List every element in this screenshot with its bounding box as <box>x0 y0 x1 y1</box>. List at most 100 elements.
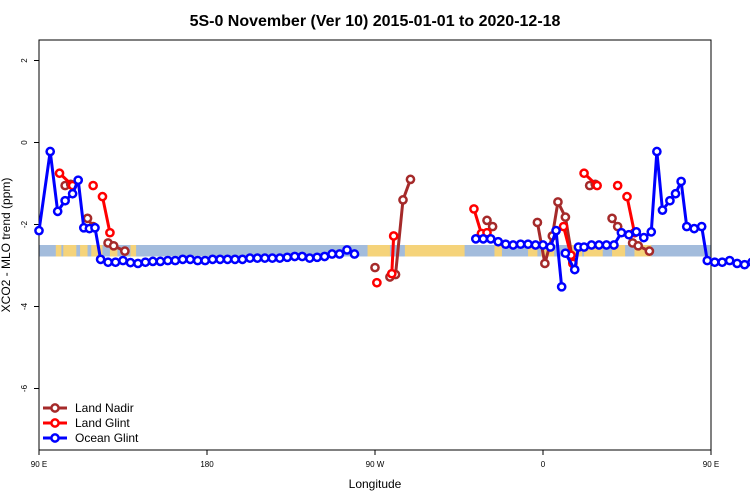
ocean-glint-point <box>609 240 619 250</box>
x-tick-label: 90 E <box>31 460 47 469</box>
land-band-segment <box>612 245 626 257</box>
ocean-glint-point <box>638 232 649 243</box>
ocean-glint-point <box>162 255 173 266</box>
ocean-glint-point <box>125 257 136 268</box>
ocean-glint-point <box>538 240 548 250</box>
ocean-glint-point <box>594 240 604 250</box>
ocean-glint-point <box>624 229 634 240</box>
ocean-glint-point <box>556 281 567 292</box>
x-tick-label: 90 E <box>703 460 719 469</box>
ocean-glint-point <box>304 253 315 263</box>
ocean-glint-point <box>739 259 750 270</box>
ocean-glint-point <box>579 242 589 252</box>
ocean-glint-point <box>334 249 345 259</box>
legend-item-ocean-glint: Ocean Glint <box>43 431 139 445</box>
ocean-glint-point <box>670 188 681 199</box>
land-glint-point <box>386 268 397 279</box>
ocean-glint-point <box>200 255 210 266</box>
x-tick-label: 90 W <box>366 460 385 469</box>
ocean-glint-point <box>297 251 308 262</box>
ocean-glint-point <box>646 227 657 237</box>
y-tick-label: -6 <box>20 384 29 392</box>
x-axis-ticks: 90 E 180 90 W 0 90 E <box>31 450 719 469</box>
ocean-glint-point <box>170 255 181 266</box>
ocean-glint-point <box>493 236 504 247</box>
land-nadir-point <box>405 174 416 185</box>
legend-label: Ocean Glint <box>75 431 139 445</box>
ocean-glint-point <box>237 254 248 265</box>
ocean-glint-point <box>95 254 106 265</box>
ocean-glint-point <box>616 227 627 238</box>
ocean-glint-point <box>245 253 255 263</box>
ocean-glint-point <box>724 255 735 266</box>
ocean-glint-point <box>470 234 481 244</box>
land-glint-point <box>372 277 382 288</box>
land-glint-point <box>105 227 115 238</box>
ocean-glint-point <box>34 225 44 236</box>
x-axis-label: Longitude <box>349 477 402 491</box>
land-band-segment <box>584 245 603 257</box>
ocean-glint-point <box>732 258 742 269</box>
ocean-glint-point <box>282 252 293 263</box>
legend-marker <box>50 433 60 443</box>
ocean-glint-point <box>60 195 70 206</box>
ocean-glint-point <box>274 253 285 263</box>
land-glint-line <box>625 196 636 234</box>
land-glint-point <box>97 191 108 202</box>
ocean-glint-point <box>485 234 496 244</box>
ocean-glint-point <box>601 240 612 250</box>
land-nadir-point <box>607 213 617 224</box>
land-band-segment <box>63 245 77 257</box>
legend-item-land-nadir: Land Nadir <box>43 401 134 415</box>
land-nadir-point <box>82 213 93 224</box>
land-band-segment <box>404 245 465 257</box>
land-glint-point <box>388 231 399 241</box>
y-tick-label: 2 <box>20 58 29 63</box>
ocean-glint-point <box>140 257 151 268</box>
ocean-glint-point <box>696 221 707 232</box>
land-glint-point <box>592 180 602 191</box>
ocean-glint-point <box>133 258 143 269</box>
land-band-segment <box>634 245 652 257</box>
ocean-glint-point <box>207 254 218 265</box>
land-glint-point <box>622 191 632 202</box>
ocean-glint-point <box>508 240 518 250</box>
land-band-segment <box>80 245 88 257</box>
ocean-glint-point <box>500 239 511 250</box>
ocean-glint-point <box>327 249 337 259</box>
chart-title: 5S-0 November (Ver 10) 2015-01-01 to 202… <box>190 13 561 30</box>
land-band-segment <box>55 245 62 257</box>
ocean-glint-point <box>103 257 113 268</box>
land-band-segment <box>494 245 502 257</box>
land-band-segment <box>367 245 390 257</box>
y-axis-ticks: 2 0 -2 -4 -6 <box>20 58 39 392</box>
y-axis-label: XCO2 - MLO trend (ppm) <box>0 178 13 313</box>
ocean-glint-point <box>702 255 713 266</box>
ocean-glint-point <box>230 254 240 265</box>
land-nadir-point <box>108 240 119 251</box>
ocean-glint-point <box>652 146 662 157</box>
ocean-glint-point <box>665 195 675 206</box>
ocean-glint-point <box>267 253 278 263</box>
land-band-segment <box>130 245 137 257</box>
ocean-glint-point <box>586 240 597 250</box>
ocean-glint-point <box>551 225 561 236</box>
land-band-segment <box>109 245 118 257</box>
series-ocean-glint <box>34 146 750 292</box>
land-glint-point <box>558 221 569 232</box>
land-nadir-point <box>398 195 408 205</box>
ocean-glint-point <box>90 222 100 233</box>
ocean-glint-point <box>515 239 526 250</box>
ocean-glint-point <box>689 223 700 234</box>
ocean-glint-point <box>185 254 196 265</box>
land-glint-line <box>390 235 396 274</box>
ocean-glint-point <box>260 253 270 263</box>
land-nadir-point <box>482 215 492 226</box>
ocean-glint-point <box>560 248 571 259</box>
ocean-glint-point <box>118 255 128 266</box>
ocean-glint-point <box>523 239 533 250</box>
land-nadir-point <box>487 221 498 232</box>
land-band-segment <box>91 245 103 257</box>
ocean-glint-point <box>342 245 352 255</box>
